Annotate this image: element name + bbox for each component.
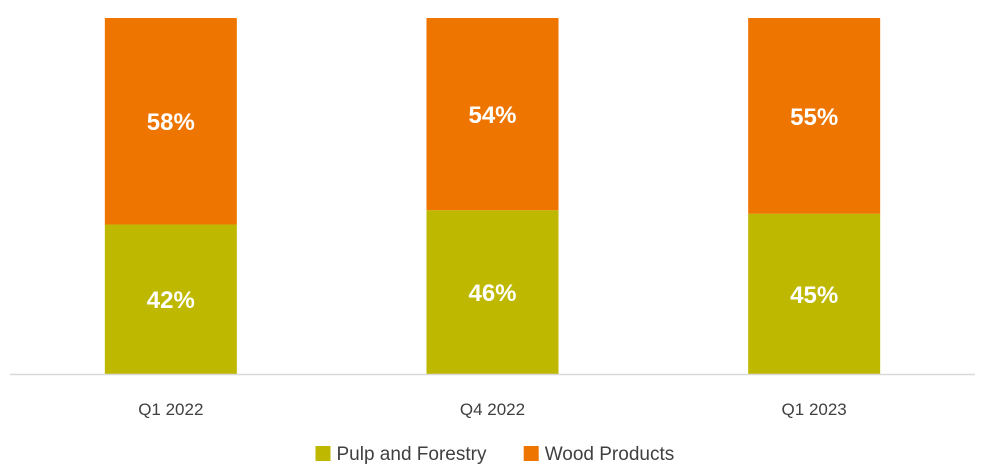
bar-segment-pulp-and-forestry-q1-2022 [104,224,237,374]
bar-segment-wood-products-q1-2023 [748,18,881,214]
data-label: 58% [147,109,195,136]
x-tick-label: Q4 2022 [460,400,525,419]
data-label: 46% [468,280,516,307]
bar-segment-wood-products-q4-2022 [426,18,559,211]
data-label: 45% [790,282,838,309]
x-tick-label: Q1 2023 [782,400,847,419]
legend-swatch-pulp-and-forestry [315,446,331,461]
data-label: 55% [790,104,838,131]
bar-segment-pulp-and-forestry-q4-2022 [426,210,559,374]
bar-segment-wood-products-q1-2022 [104,18,237,225]
legend-label: Wood Products [545,444,675,465]
data-label: 54% [468,102,516,129]
x-tick-label: Q1 2022 [138,400,203,419]
legend-label: Pulp and Forestry [337,444,487,465]
data-label: 42% [147,287,195,314]
legend-swatch-wood-products [523,446,539,461]
bar-segment-pulp-and-forestry-q1-2023 [748,213,881,374]
